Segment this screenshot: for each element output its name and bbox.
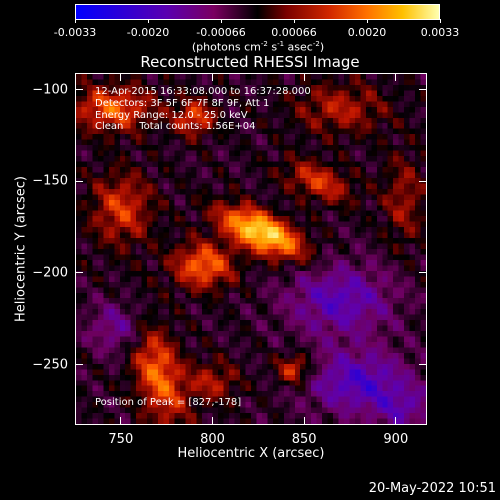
x-tick-label: 750 bbox=[108, 432, 134, 447]
x-tick-mark bbox=[212, 74, 213, 81]
y-tick-mark bbox=[419, 364, 426, 365]
y-tick-mark bbox=[76, 180, 83, 182]
y-tick-label: −250 bbox=[32, 357, 68, 372]
colorbar-units: (photons cm-2 s-1 asec-2) bbox=[191, 40, 325, 54]
info-energy-range: Energy Range: 12.0 - 25.0 keV bbox=[95, 109, 248, 121]
peak-position-label: Position of Peak = [827,-178] bbox=[95, 397, 242, 408]
y-tick-mark bbox=[76, 364, 83, 365]
colorbar-tick-label: 0.0020 bbox=[347, 26, 387, 39]
colorbar-tick-label: 0.00066 bbox=[271, 26, 317, 39]
colorbar-tick-mark bbox=[293, 19, 295, 23]
date-stamp: 20-May-2022 10:51 bbox=[368, 481, 496, 496]
colorbar-tick-mark bbox=[220, 19, 222, 23]
y-tick-mark bbox=[76, 272, 83, 274]
heatmap-image bbox=[76, 74, 426, 424]
colorbar bbox=[75, 4, 440, 20]
plot-area bbox=[75, 73, 427, 425]
x-tick-label: 800 bbox=[200, 432, 225, 447]
y-axis-label: Heliocentric Y (arcsec) bbox=[13, 176, 29, 322]
y-tick-mark bbox=[76, 89, 83, 90]
y-tick-label: −200 bbox=[32, 265, 68, 281]
y-tick-mark bbox=[419, 180, 426, 182]
info-total-counts: Clean Total counts: 1.56E+04 bbox=[95, 121, 256, 133]
colorbar-tick-label: -0.0020 bbox=[126, 26, 170, 39]
colorbar-tick-mark bbox=[74, 19, 76, 23]
colorbar-tick-mark bbox=[439, 19, 441, 23]
observation-info: 12-Apr-2015 16:33:08.000 to 16:37:28.000… bbox=[95, 86, 311, 133]
y-tick-mark bbox=[419, 272, 426, 274]
y-tick-label: −150 bbox=[32, 173, 68, 189]
y-tick-mark bbox=[419, 89, 426, 90]
chart-title: Reconstructed RHESSI Image bbox=[140, 53, 360, 71]
x-tick-mark bbox=[212, 417, 213, 424]
x-tick-mark bbox=[120, 417, 122, 424]
x-tick-label: 900 bbox=[383, 432, 409, 447]
colorbar-tick-mark bbox=[366, 19, 368, 23]
x-axis-label: Heliocentric X (arcsec) bbox=[177, 446, 325, 461]
colorbar-tick-label: 0.0033 bbox=[420, 26, 460, 39]
colorbar-tick-mark bbox=[147, 19, 149, 23]
x-tick-mark bbox=[120, 74, 122, 81]
colorbar-tick-label: -0.00066 bbox=[196, 26, 246, 39]
x-tick-mark bbox=[303, 417, 305, 424]
info-time-range: 12-Apr-2015 16:33:08.000 to 16:37:28.000 bbox=[95, 86, 311, 97]
y-tick-label: −100 bbox=[32, 82, 68, 97]
x-tick-mark bbox=[303, 74, 305, 81]
x-tick-mark bbox=[395, 417, 397, 424]
colorbar-tick-label: -0.0033 bbox=[53, 26, 97, 39]
x-tick-mark bbox=[395, 74, 397, 81]
info-detectors: Detectors: 3F 5F 6F 7F 8F 9F, Att 1 bbox=[95, 97, 270, 109]
x-tick-label: 850 bbox=[291, 432, 317, 447]
